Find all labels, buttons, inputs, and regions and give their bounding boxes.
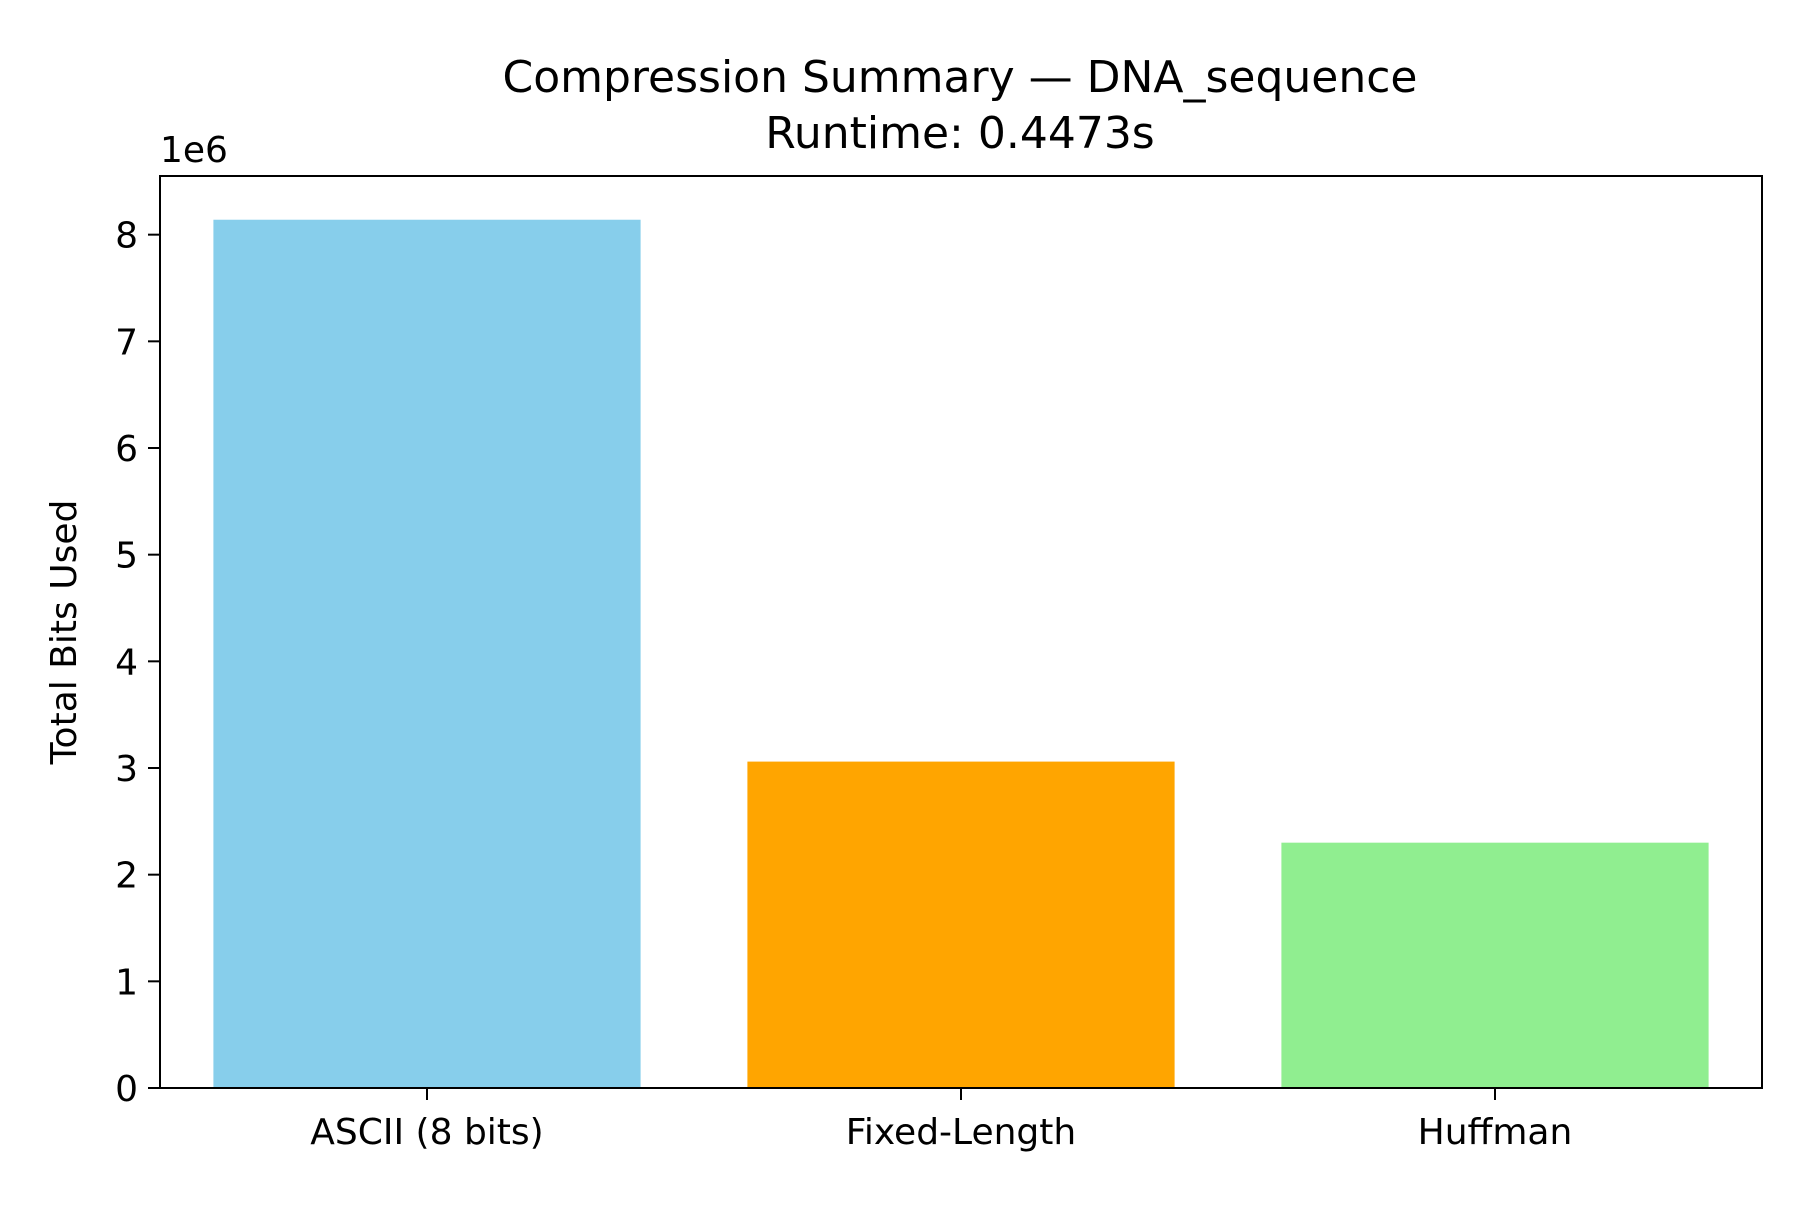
- x-axis: ASCII (8 bits) Fixed-Length Huffman: [310, 1088, 1572, 1153]
- bar-huffman: [1281, 842, 1709, 1088]
- x-tick-label: Fixed-Length: [846, 1112, 1076, 1153]
- y-tick-label: 7: [115, 322, 138, 363]
- y-tick-label: 5: [115, 536, 138, 577]
- bar-ascii-8-bits: [213, 219, 641, 1088]
- bar-fixed-length: [747, 761, 1175, 1088]
- x-tick-label: Huffman: [1418, 1112, 1573, 1153]
- chart-subtitle: Runtime: 0.4473s: [765, 108, 1154, 159]
- y-tick-label: 6: [115, 429, 138, 470]
- plot-frame: [159, 175, 1763, 1089]
- y-tick-label: 2: [115, 856, 138, 897]
- y-tick-label: 8: [115, 216, 138, 257]
- y-tick-label: 1: [115, 962, 138, 1003]
- y-tick-label: 3: [115, 749, 138, 790]
- y-tick-label: 4: [115, 642, 138, 683]
- y-axis: 0 1 2 3 4 5 6 7 8: [115, 216, 160, 1110]
- bars-layer: [213, 219, 1709, 1088]
- y-axis-label: Total Bits Used: [44, 500, 85, 766]
- chart-title: Compression Summary — DNA_sequence: [502, 52, 1417, 103]
- y-tick-label: 0: [115, 1069, 138, 1110]
- y-axis-offset-label: 1e6: [160, 130, 228, 171]
- x-tick-label: ASCII (8 bits): [310, 1112, 543, 1153]
